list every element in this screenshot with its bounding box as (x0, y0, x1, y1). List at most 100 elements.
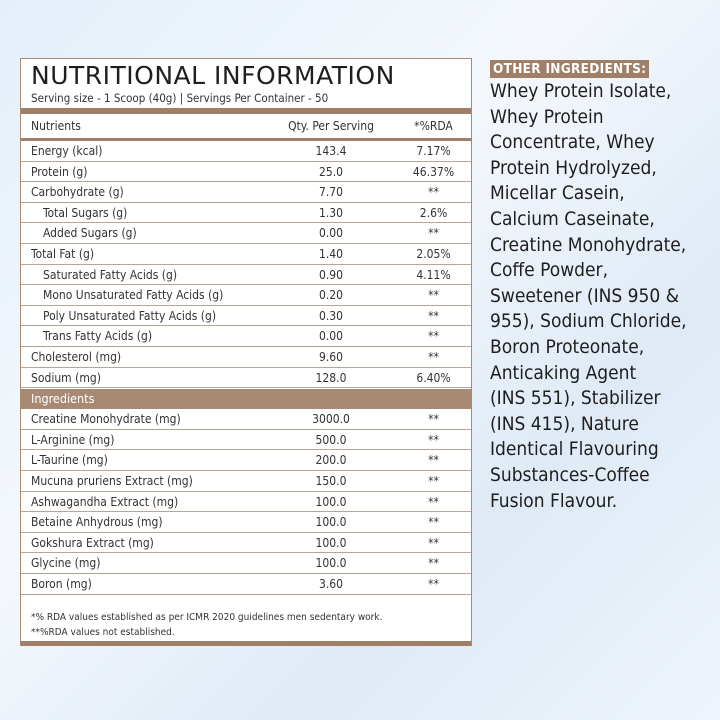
qty-value: 128.0 (315, 370, 347, 385)
table-row: Total Fat (g) 1.40 2.05% (21, 244, 471, 265)
table-row: Gokshura Extract (mg) 100.0 ** (21, 533, 471, 554)
qty-value: 100.0 (315, 556, 347, 571)
table-row: Poly Unsaturated Fatty Acids (g) 0.30 ** (21, 306, 471, 327)
other-ingredients-heading: OTHER INGREDIENTS: (490, 60, 650, 78)
ingredient-line: Coffe Powder, (490, 259, 609, 282)
nutrient-name: Boron (mg) (31, 577, 92, 591)
rda-value: 4.11% (416, 267, 451, 282)
footnote: **%RDA values not established. (31, 627, 175, 638)
ingredient-line: Anticaking Agent (490, 361, 637, 384)
rda-value: ** (428, 474, 439, 488)
rda-value: ** (428, 535, 439, 550)
table-row: Boron (mg) 3.60 ** (21, 574, 471, 595)
nutrient-name: Mucuna pruriens Extract (mg) (31, 474, 193, 488)
qty-value: 100.0 (315, 535, 347, 550)
qty-value: 1.40 (318, 247, 344, 261)
table-header: Nutrients Qty. Per Serving *%RDA (21, 114, 471, 138)
table-row: L-Taurine (mg) 200.0 ** (21, 450, 471, 471)
rda-value: ** (428, 329, 439, 344)
footnotes: *% RDA values established as per ICMR 20… (31, 610, 382, 640)
nutrient-name: Added Sugars (g) (43, 226, 137, 241)
nutrient-name: L-Arginine (mg) (31, 432, 115, 447)
divider (21, 108, 471, 114)
qty-value: 0.20 (318, 288, 344, 303)
nutrient-name: L-Taurine (mg) (31, 453, 108, 468)
rda-value: ** (428, 432, 439, 447)
ingredient-line: Sweetener (INS 950 & (490, 284, 680, 307)
nutrient-name: Carbohydrate (g) (31, 185, 124, 200)
qty-value: 100.0 (315, 515, 347, 530)
table-row: Energy (kcal) 143.4 7.17% (21, 141, 471, 162)
rda-value: 2.6% (419, 205, 448, 220)
table-row: Saturated Fatty Acids (g) 0.90 4.11% (21, 265, 471, 286)
nutrient-name: Total Sugars (g) (43, 205, 128, 220)
nutrient-name: Creatine Monohydrate (mg) (31, 412, 181, 427)
table-row: Total Sugars (g) 1.30 2.6% (21, 203, 471, 224)
ingredient-line: Micellar Casein, (490, 182, 625, 205)
table-row: Trans Fatty Acids (g) 0.00 ** (21, 326, 471, 347)
rda-value: 7.17% (416, 144, 451, 158)
table-row: Glycine (mg) 100.0 ** (21, 553, 471, 574)
qty-value: 3000.0 (312, 412, 350, 427)
nutrient-name: Total Fat (g) (31, 247, 95, 261)
qty-value: 9.60 (318, 350, 344, 364)
table-row: Creatine Monohydrate (mg) 3000.0 ** (21, 409, 471, 430)
header-nutrients: Nutrients (31, 119, 81, 133)
qty-value: 500.0 (315, 432, 347, 447)
rda-value: ** (428, 288, 439, 303)
ingredients-label: Ingredients (31, 390, 95, 406)
table-row: Sodium (mg) 128.0 6.40% (21, 368, 471, 389)
nutrient-name: Energy (kcal) (31, 144, 103, 158)
nutrient-name: Saturated Fatty Acids (g) (43, 267, 178, 282)
rda-value: 46.37% (412, 164, 455, 179)
serving-info: Serving size - 1 Scoop (40g) | Servings … (31, 91, 329, 105)
qty-value: 143.4 (315, 144, 347, 158)
nutrient-name: Protein (g) (31, 164, 88, 179)
qty-value: 0.30 (318, 308, 344, 323)
rda-value: ** (428, 350, 439, 364)
qty-value: 1.30 (318, 205, 344, 220)
rda-value: 6.40% (416, 370, 451, 385)
table-row: Mucuna pruriens Extract (mg) 150.0 ** (21, 471, 471, 492)
table-row: Protein (g) 25.0 46.37% (21, 162, 471, 183)
qty-value: 150.0 (315, 474, 347, 488)
ingredient-line: (INS 415), Nature (490, 412, 639, 435)
qty-value: 3.60 (318, 577, 344, 591)
ingredient-line: Creatine Monohydrate, (490, 233, 687, 256)
qty-value: 25.0 (318, 164, 344, 179)
rda-value: ** (428, 412, 439, 427)
nutrition-panel: NUTRITIONAL INFORMATION Serving size - 1… (20, 58, 472, 646)
ingredient-line: (INS 551), Stabilizer (490, 387, 661, 410)
rda-value: ** (428, 185, 439, 200)
footnote: *% RDA values established as per ICMR 20… (31, 612, 383, 623)
qty-value: 0.00 (318, 226, 344, 241)
nutrient-name: Betaine Anhydrous (mg) (31, 515, 163, 530)
qty-value: 200.0 (315, 453, 347, 468)
header-qty: Qty. Per Serving (288, 119, 374, 133)
rda-value: ** (428, 494, 439, 509)
rda-value: ** (428, 453, 439, 468)
rda-value: ** (428, 515, 439, 530)
nutrient-name: Glycine (mg) (31, 556, 101, 571)
divider (21, 138, 471, 141)
rda-value: ** (428, 556, 439, 571)
table-row: Ashwagandha Extract (mg) 100.0 ** (21, 492, 471, 513)
nutrient-name: Trans Fatty Acids (g) (43, 329, 153, 344)
table-row: Carbohydrate (g) 7.70 ** (21, 182, 471, 203)
rda-value: ** (428, 577, 439, 591)
table-row: Betaine Anhydrous (mg) 100.0 ** (21, 512, 471, 533)
ingredient-line: Concentrate, Whey (490, 131, 655, 154)
nutrient-name: Gokshura Extract (mg) (31, 535, 154, 550)
ingredient-line: 955), Sodium Chloride, (490, 310, 687, 333)
header-rda: *%RDA (414, 119, 453, 133)
ingredient-line: Boron Proteonate, (490, 335, 645, 358)
table-row: L-Arginine (mg) 500.0 ** (21, 430, 471, 451)
table-row: Mono Unsaturated Fatty Acids (g) 0.20 ** (21, 285, 471, 306)
nutrient-name: Mono Unsaturated Fatty Acids (g) (43, 288, 224, 303)
nutrient-name: Ashwagandha Extract (mg) (31, 494, 179, 509)
qty-value: 7.70 (318, 185, 344, 200)
ingredient-line: Protein Hydrolyzed, (490, 156, 657, 179)
rda-value: ** (428, 308, 439, 323)
ingredient-line: Fusion Flavour. (490, 489, 618, 512)
ingredient-line: Whey Protein Isolate, (490, 80, 672, 102)
